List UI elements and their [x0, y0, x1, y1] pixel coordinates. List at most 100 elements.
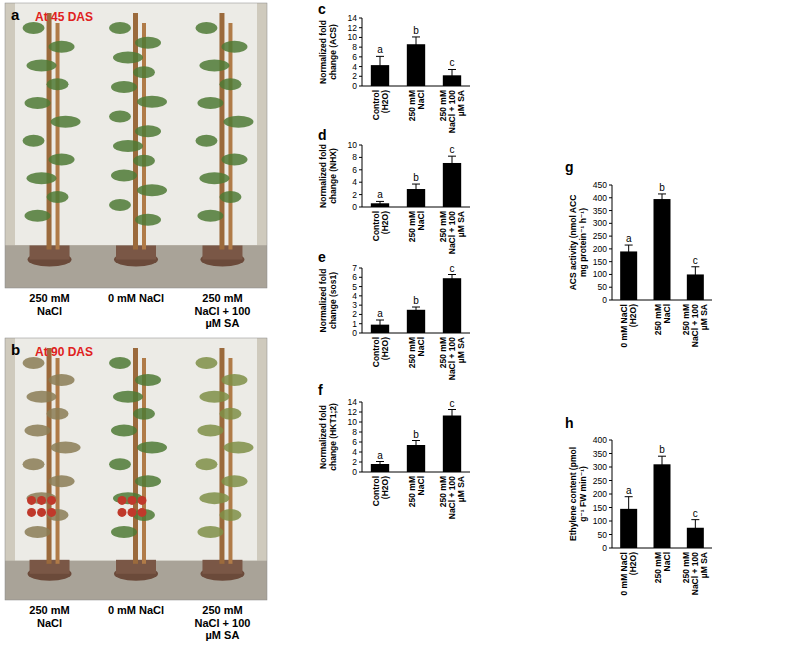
- y-tick: [359, 305, 362, 306]
- y-axis-label: Ethylene content (pmolg⁻¹ FW min⁻¹): [568, 447, 588, 541]
- error-bar-stem: [380, 56, 381, 73]
- significance-letter: a: [626, 485, 632, 496]
- panel-label: c: [318, 1, 326, 17]
- error-bar: [376, 201, 384, 205]
- y-tick: [359, 145, 362, 146]
- foliage: [25, 210, 51, 222]
- y-tick-label: 6: [352, 52, 357, 62]
- y-axis-label-line: Normalized fold: [318, 20, 328, 84]
- y-tick-label: 10: [348, 140, 358, 150]
- category-label: Control(H2O): [371, 337, 390, 367]
- error-bar-cap: [448, 409, 456, 410]
- y-tick: [609, 261, 612, 262]
- significance-letter: a: [626, 233, 632, 244]
- y-tick-label: 4: [352, 177, 357, 187]
- photo-caption: At 45 DAS: [35, 10, 93, 24]
- foliage: [137, 184, 167, 196]
- photo-panel: aAt 45 DAS250 mMNaCl0 mM NaCl250 mMNaCl …: [5, 3, 267, 329]
- foliage: [195, 357, 217, 369]
- x-axis: [362, 472, 470, 473]
- y-axis-label-line: Normalized fold: [318, 405, 328, 469]
- treatment-label-line: NaCl: [37, 617, 62, 629]
- panel-label: d: [318, 127, 327, 143]
- error-bar-stem: [416, 37, 417, 52]
- y-axis-label-line: change (sos1): [328, 272, 338, 329]
- treatment-label: 250 mMNaCl: [29, 292, 69, 317]
- category-label-line: NaCl: [416, 90, 426, 109]
- error-bar: [412, 184, 420, 194]
- foliage: [111, 425, 137, 437]
- foliage: [47, 408, 69, 420]
- treatment-label-line: µM SA: [206, 629, 240, 641]
- treatment-label-line: µM SA: [206, 317, 240, 329]
- foliage: [113, 140, 143, 152]
- y-tick: [359, 157, 362, 158]
- significance-letter: a: [377, 450, 383, 461]
- y-tick: [609, 440, 612, 441]
- y-tick-label: 10: [348, 417, 358, 427]
- y-tick: [359, 432, 362, 433]
- foliage: [23, 458, 45, 470]
- foliage: [113, 391, 143, 403]
- significance-letter: c: [450, 398, 455, 409]
- treatment-label-line: NaCl: [37, 305, 62, 317]
- y-tick: [359, 472, 362, 473]
- y-tick: [359, 18, 362, 19]
- category-label-line: NaCl: [662, 552, 672, 571]
- treatment-label: 250 mMNaCl + 100µM SA: [194, 292, 250, 329]
- y-tick-label: 250: [593, 476, 607, 486]
- foliage: [137, 96, 167, 108]
- y-axis-label-line: Normalized fold: [318, 144, 328, 208]
- y-tick: [609, 300, 612, 301]
- y-tick: [359, 286, 362, 287]
- significance-letter: c: [693, 255, 698, 266]
- error-bar-cap: [448, 156, 456, 157]
- y-tick: [609, 210, 612, 211]
- photo-background: [5, 3, 267, 288]
- foliage: [109, 357, 131, 369]
- bar: [443, 416, 461, 473]
- category-label: Control(H2O): [371, 211, 390, 241]
- floor: [5, 561, 267, 600]
- y-tick-label: 100: [593, 516, 607, 526]
- fruit: [128, 496, 137, 505]
- error-bar-cap: [376, 201, 384, 202]
- error-bar-stem: [416, 184, 417, 194]
- y-axis-label-line: Normalized fold: [318, 269, 328, 333]
- x-axis: [362, 333, 470, 334]
- y-tick: [359, 56, 362, 57]
- significance-letter: c: [450, 263, 455, 274]
- y-axis-label-line: g⁻¹ FW min⁻¹): [578, 466, 588, 522]
- stake: [56, 358, 60, 564]
- y-tick: [359, 277, 362, 278]
- floor: [5, 245, 267, 288]
- y-tick: [359, 182, 362, 183]
- foliage: [133, 408, 155, 420]
- error-bar-stem: [380, 462, 381, 467]
- error-bar-cap: [376, 320, 384, 321]
- y-tick: [359, 86, 362, 87]
- foliage: [199, 60, 229, 72]
- y-tick-label: 0: [602, 543, 607, 553]
- figure: aAt 45 DAS250 mMNaCl0 mM NaCl250 mMNaCl …: [0, 0, 800, 652]
- y-tick: [359, 462, 362, 463]
- y-tick-label: 0: [352, 467, 357, 477]
- error-bar: [448, 410, 456, 422]
- fruit: [27, 496, 36, 505]
- y-tick: [609, 197, 612, 198]
- foliage: [133, 155, 155, 167]
- significance-letter: a: [377, 308, 383, 319]
- y-tick: [359, 452, 362, 453]
- y-tick-label: 10: [348, 32, 358, 42]
- treatment-label-line: 250 mM: [29, 604, 69, 616]
- photo: [5, 338, 267, 600]
- y-tick-label: 50: [598, 530, 608, 540]
- y-tick-label: 0: [602, 295, 607, 305]
- foliage: [111, 526, 137, 538]
- treatment-label-line: 0 mM NaCl: [108, 604, 164, 616]
- foliage: [199, 172, 229, 184]
- marks: [371, 275, 461, 334]
- category-label-line: NaCl: [416, 211, 426, 230]
- foliage: [111, 81, 137, 93]
- y-tick: [609, 521, 612, 522]
